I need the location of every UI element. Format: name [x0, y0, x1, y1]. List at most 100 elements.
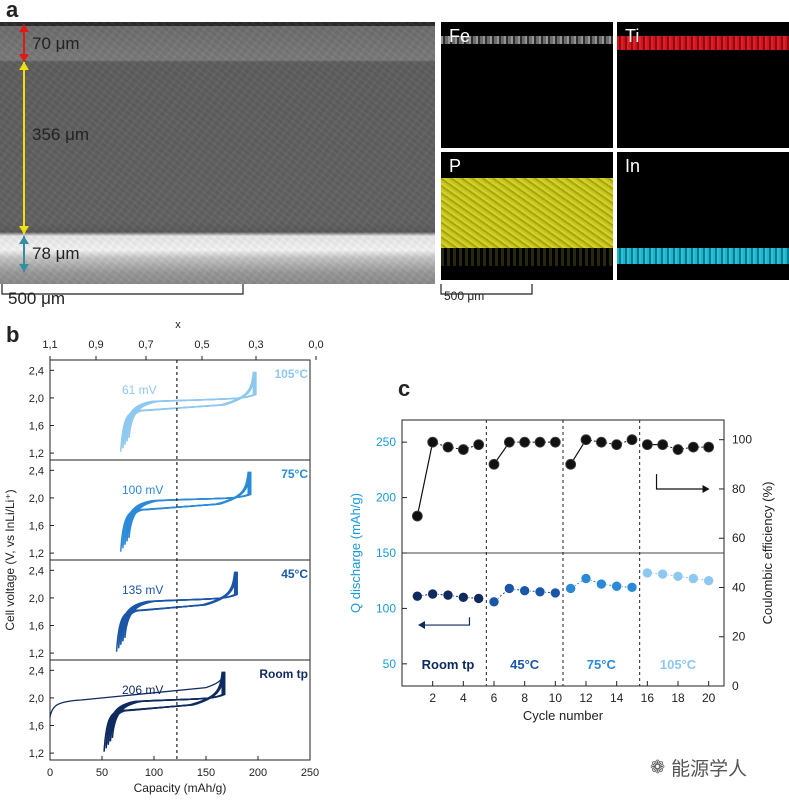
right-tick-label: 100 [732, 433, 752, 447]
ce-point [427, 436, 439, 448]
thickness-label-bottom: 78 μm [32, 244, 80, 263]
left-axis-arrowhead [418, 621, 425, 630]
y-tick-label: 1,2 [29, 648, 44, 660]
y-tick-label: 1,6 [29, 421, 44, 433]
left-axis-label: Q discharge (mAh/g) [348, 493, 363, 613]
eds-label-fe: Fe [449, 26, 471, 46]
top-axis-tick-label: 0,5 [194, 339, 209, 351]
x-tick-label: 250 [301, 767, 319, 779]
top-axis-tick-label: 0,9 [88, 339, 103, 351]
eds-map-in: In [617, 152, 789, 280]
q-connector [570, 578, 587, 589]
q-point [534, 586, 546, 598]
x-axis-label: Cycle number [523, 708, 604, 723]
ce-connector [416, 442, 434, 517]
y-axis-label: Cell voltage (V, vs InLi/Li⁺) [3, 489, 17, 630]
q-point [688, 573, 699, 584]
x-tick-label: 150 [197, 767, 215, 779]
eds-scalebar [440, 284, 533, 295]
top-axis-tick-label: 0,0 [308, 339, 323, 351]
x-tick-label: 10 [549, 691, 563, 705]
eds-scalebar-label: 500 μm [444, 289, 485, 303]
ce-point [672, 444, 684, 455]
overpotential-label: 135 mV [122, 583, 163, 597]
x-tick-label: 100 [145, 767, 163, 779]
y-tick-label: 2,0 [29, 593, 44, 605]
thickness-label-middle: 356 μm [32, 125, 90, 144]
ce-point [457, 444, 469, 455]
right-axis-arrow [655, 474, 703, 490]
left-axis-arrow [425, 617, 471, 626]
segment-label: 45°C [510, 657, 540, 672]
q-point [672, 570, 684, 582]
q-point [458, 592, 469, 603]
q-point [427, 588, 438, 600]
q-point [519, 585, 530, 596]
y-tick-label: 1,6 [29, 521, 44, 533]
wechat-icon: ❁ [650, 757, 666, 777]
right-tick-label: 20 [732, 630, 746, 644]
y-tick-label: 1,2 [29, 448, 44, 460]
eds-label-in: In [625, 156, 641, 176]
panel-letter-c: c [398, 376, 411, 401]
right-tick-label: 60 [732, 531, 746, 545]
x-tick-label: 2 [429, 691, 436, 705]
q-point [550, 587, 561, 599]
temperature-label: Room tp [259, 667, 308, 681]
eds-label-p: P [449, 156, 462, 176]
top-axis-tick-label: 0,7 [138, 339, 153, 351]
x-tick-label: 12 [579, 691, 593, 705]
left-tick-label: 250 [376, 435, 396, 449]
eds-map-fe: Fe [441, 22, 613, 148]
ce-point [534, 436, 546, 448]
ce-point [442, 441, 454, 453]
q-point [611, 580, 622, 592]
temperature-label: 75°C [281, 467, 308, 481]
watermark: ❁ 能源学人 [650, 754, 747, 781]
x-tick-label: 16 [641, 691, 655, 705]
voltage-curve [126, 371, 255, 442]
q-point [626, 582, 638, 593]
x-tick-label: 14 [610, 691, 624, 705]
ce-point [611, 439, 623, 451]
watermark-text: 能源学人 [671, 759, 748, 780]
voltage-curve [126, 471, 249, 542]
overpotential-label: 61 mV [122, 383, 157, 397]
x-tick-label: 4 [460, 691, 467, 705]
y-tick-label: 2,0 [29, 393, 44, 405]
ce-point [519, 436, 531, 448]
panel-letter-b: b [6, 322, 20, 347]
y-tick-label: 1,2 [29, 748, 44, 760]
panel-b-chart: 1,1 0,9 0,7 0,5 0,3 0,0 x 2,4 2,0 1,6 1,2 105°C 61 m… [3, 319, 324, 795]
eds-map-p: P [441, 152, 613, 280]
y-tick-label: 1,6 [29, 721, 44, 733]
y-tick-label: 2,4 [29, 465, 44, 477]
x-tick-label: 0 [47, 767, 53, 779]
voltage-curve [109, 671, 223, 742]
ce-point [565, 458, 577, 470]
ce-point [549, 436, 561, 448]
ce-point [641, 439, 653, 451]
subpanel-frame [49, 559, 311, 661]
x-axis-label: Capacity (mAh/g) [134, 781, 227, 795]
top-axis-label: x [175, 319, 181, 331]
segment-label: Room tp [422, 657, 475, 672]
q-point [580, 573, 592, 584]
x-tick-label: 18 [671, 691, 685, 705]
left-tick-label: 100 [376, 601, 396, 615]
panel-letter-a: a [6, 0, 19, 22]
q-point [657, 568, 668, 580]
q-point [565, 583, 576, 594]
x-tick-label: 50 [96, 767, 108, 779]
temperature-label: 45°C [281, 567, 308, 581]
ce-point [626, 434, 638, 446]
subpanel-frame [49, 659, 311, 761]
x-tick-label: 200 [249, 767, 267, 779]
sem-cross-section-image: 70 μm 356 μm 78 μm [0, 22, 435, 284]
segment-label: 75°C [587, 657, 617, 672]
y-tick-label: 2,0 [29, 693, 44, 705]
voltage-curve [122, 571, 236, 642]
left-tick-label: 200 [376, 491, 396, 505]
y-tick-label: 1,2 [29, 548, 44, 560]
